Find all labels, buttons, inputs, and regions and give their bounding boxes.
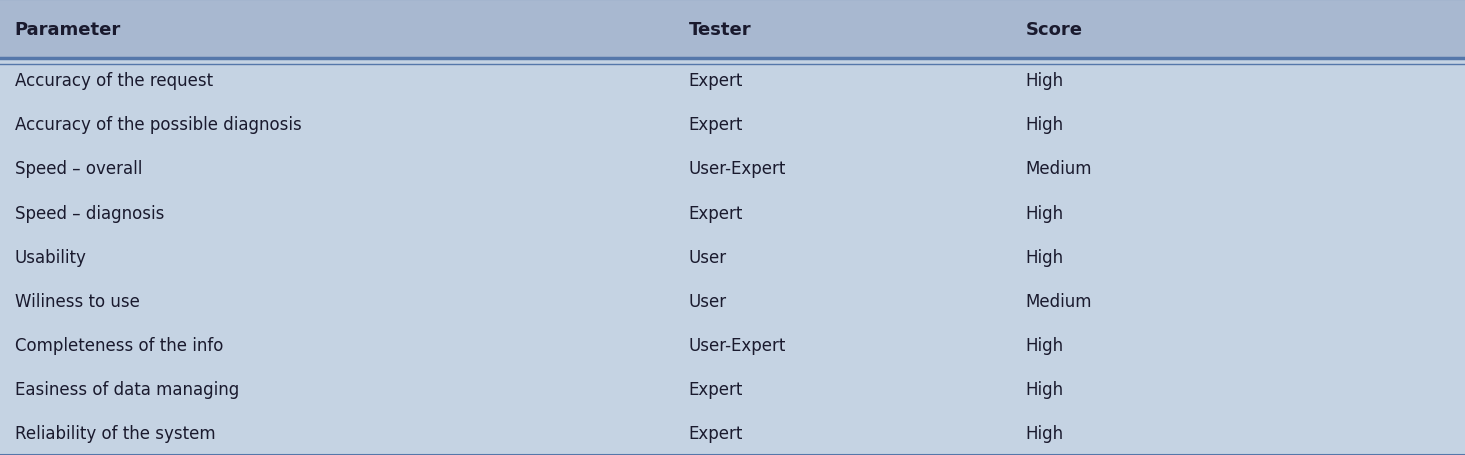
Text: Accuracy of the request: Accuracy of the request xyxy=(15,72,212,90)
Text: Tester: Tester xyxy=(689,20,752,39)
Text: User-Expert: User-Expert xyxy=(689,160,785,178)
FancyBboxPatch shape xyxy=(0,279,1465,323)
FancyBboxPatch shape xyxy=(0,367,1465,411)
Text: Usability: Usability xyxy=(15,248,86,266)
FancyBboxPatch shape xyxy=(0,235,1465,279)
Text: Expert: Expert xyxy=(689,72,743,90)
Text: High: High xyxy=(1026,248,1064,266)
FancyBboxPatch shape xyxy=(0,411,1465,455)
Text: Speed – overall: Speed – overall xyxy=(15,160,142,178)
FancyBboxPatch shape xyxy=(0,147,1465,191)
Text: Medium: Medium xyxy=(1026,160,1091,178)
FancyBboxPatch shape xyxy=(0,0,1465,59)
Text: Wiliness to use: Wiliness to use xyxy=(15,292,139,310)
Text: High: High xyxy=(1026,72,1064,90)
Text: Speed – diagnosis: Speed – diagnosis xyxy=(15,204,164,222)
Text: High: High xyxy=(1026,336,1064,354)
Text: Expert: Expert xyxy=(689,380,743,398)
Text: Score: Score xyxy=(1026,20,1083,39)
Text: High: High xyxy=(1026,380,1064,398)
Text: Expert: Expert xyxy=(689,204,743,222)
Text: User: User xyxy=(689,248,727,266)
Text: Parameter: Parameter xyxy=(15,20,122,39)
Text: Medium: Medium xyxy=(1026,292,1091,310)
Text: User: User xyxy=(689,292,727,310)
Text: High: High xyxy=(1026,116,1064,134)
Text: Accuracy of the possible diagnosis: Accuracy of the possible diagnosis xyxy=(15,116,302,134)
FancyBboxPatch shape xyxy=(0,59,1465,103)
Text: Expert: Expert xyxy=(689,424,743,442)
Text: Expert: Expert xyxy=(689,116,743,134)
Text: Reliability of the system: Reliability of the system xyxy=(15,424,215,442)
Text: Completeness of the info: Completeness of the info xyxy=(15,336,223,354)
FancyBboxPatch shape xyxy=(0,323,1465,367)
Text: Easiness of data managing: Easiness of data managing xyxy=(15,380,239,398)
Text: High: High xyxy=(1026,204,1064,222)
Text: User-Expert: User-Expert xyxy=(689,336,785,354)
Text: High: High xyxy=(1026,424,1064,442)
FancyBboxPatch shape xyxy=(0,191,1465,235)
FancyBboxPatch shape xyxy=(0,103,1465,147)
